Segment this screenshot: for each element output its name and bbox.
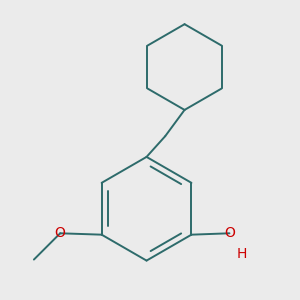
Text: H: H <box>237 247 247 261</box>
Text: O: O <box>224 226 235 240</box>
Text: O: O <box>55 226 66 240</box>
